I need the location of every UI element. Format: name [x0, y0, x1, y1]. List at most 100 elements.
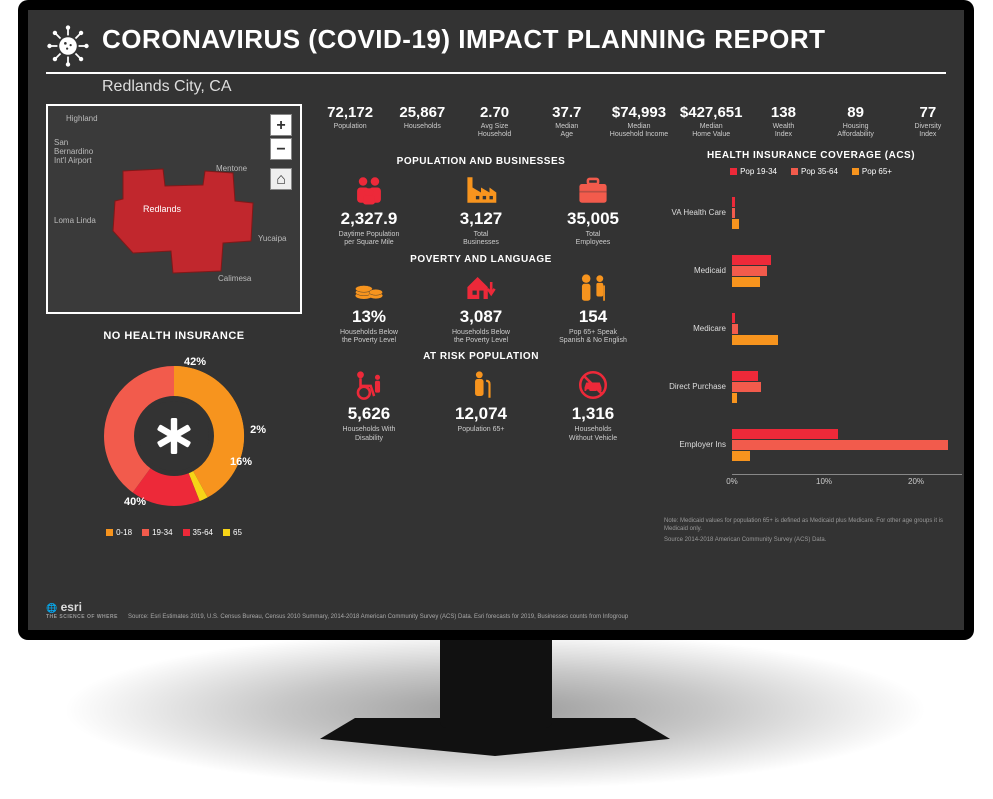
- top-stat-2: 2.70 Avg SizeHousehold: [460, 104, 528, 140]
- source-footnote: Source: Esri Estimates 2019, U.S. Census…: [128, 614, 628, 620]
- donut-chart-title: NO HEALTH INSURANCE: [46, 330, 302, 342]
- bar-chart-note1: Note: Medicaid values for population 65+…: [664, 518, 962, 534]
- bar-group: Medicare: [660, 300, 962, 358]
- donut-legend-1: 19-34: [152, 528, 172, 537]
- donut-pct-1: 40%: [124, 496, 146, 508]
- trio-value: 154: [540, 307, 646, 327]
- briefcase-icon: [540, 173, 646, 207]
- trio-label: Households WithDisability: [316, 426, 422, 443]
- trio-label: Daytime Populationper Square Mile: [316, 231, 422, 248]
- trio-label: TotalBusinesses: [428, 231, 534, 248]
- stat-label: WealthIndex: [749, 123, 817, 140]
- bar-legend-item: Pop 19-34: [730, 167, 777, 176]
- donut-legend: 0-18 19-34 35-64 65: [46, 528, 302, 537]
- donut-legend-0: 0-18: [116, 528, 132, 537]
- trio-value: 3,087: [428, 307, 534, 327]
- bar-chart-legend: Pop 19-34Pop 35-64Pop 65+: [660, 167, 962, 176]
- no-car-icon: [540, 368, 646, 402]
- bar-category-label: Medicare: [660, 324, 732, 333]
- trio-risk-item-0: 5,626 Households WithDisability: [316, 368, 422, 443]
- trio-risk-item-1: 12,074 Population 65+: [428, 368, 534, 443]
- bar-category-label: VA Health Care: [660, 208, 732, 217]
- axis-tick: 0%: [726, 477, 738, 486]
- stat-value: $427,651: [677, 104, 745, 121]
- bar-category-label: Medicaid: [660, 266, 732, 275]
- bar: [732, 255, 771, 265]
- top-stat-7: 89 HousingAffordability: [822, 104, 890, 140]
- stat-value: 2.70: [460, 104, 528, 121]
- esri-logo: 🌐 esri THE SCIENCE OF WHERE: [46, 600, 118, 620]
- axis-tick: 20%: [908, 477, 924, 486]
- trio-popbiz-item-1: 3,127 TotalBusinesses: [428, 173, 534, 248]
- trio-risk-item-2: 1,316 HouseholdsWithout Vehicle: [540, 368, 646, 443]
- trio-label: Households Belowthe Poverty Level: [428, 329, 534, 346]
- top-stat-8: 77 DiversityIndex: [894, 104, 962, 140]
- virus-icon: [46, 24, 90, 68]
- house-down-icon: [428, 271, 534, 305]
- top-stat-6: 138 WealthIndex: [749, 104, 817, 140]
- stat-label: MedianAge: [533, 123, 601, 140]
- donut-chart: 42% 2% 16% 40%: [84, 346, 264, 526]
- bar: [732, 335, 778, 345]
- report-subtitle: Redlands City, CA: [102, 78, 946, 96]
- stat-value: 37.7: [533, 104, 601, 121]
- monitor-stand-neck: [440, 638, 552, 728]
- map-boundary: [103, 161, 263, 291]
- zoom-in-button[interactable]: +: [270, 114, 292, 136]
- map-label-redlands: Redlands: [143, 204, 181, 214]
- trio-value: 12,074: [428, 404, 534, 424]
- section-title-risk: AT RISK POPULATION: [316, 351, 646, 362]
- map-label-calimesa: Calimesa: [218, 274, 251, 283]
- stat-label: Population: [316, 123, 384, 131]
- bar: [732, 313, 735, 323]
- bar: [732, 197, 735, 207]
- bar: [732, 393, 737, 403]
- stat-label: MedianHousehold Income: [605, 123, 673, 140]
- locator-map[interactable]: Highland San Bernardino Int'l Airport Me…: [46, 104, 302, 314]
- esri-tagline: THE SCIENCE OF WHERE: [46, 614, 118, 620]
- star-of-life-icon: [154, 416, 194, 456]
- bar-group: VA Health Care: [660, 184, 962, 242]
- bar: [732, 266, 767, 276]
- trio-value: 2,327.9: [316, 209, 422, 229]
- coins-icon: [316, 271, 422, 305]
- trio-value: 13%: [316, 307, 422, 327]
- map-label-mentone: Mentone: [216, 164, 247, 173]
- map-label-yucaipa: Yucaipa: [258, 234, 286, 243]
- bar-group: Direct Purchase: [660, 358, 962, 416]
- zoom-out-button[interactable]: −: [270, 138, 292, 160]
- bar-group: Employer Ins: [660, 416, 962, 474]
- donut-pct-2: 16%: [230, 456, 252, 468]
- trio-label: Pop 65+ SpeakSpanish & No English: [540, 329, 646, 346]
- people-icon: [316, 173, 422, 207]
- stat-label: MedianHome Value: [677, 123, 745, 140]
- trio-value: 35,005: [540, 209, 646, 229]
- stat-label: HousingAffordability: [822, 123, 890, 140]
- donut-pct-3: 2%: [250, 424, 266, 436]
- bar-category-label: Direct Purchase: [660, 382, 732, 391]
- bar: [732, 371, 758, 381]
- trio-label: Population 65+: [428, 426, 534, 434]
- bar: [732, 208, 735, 218]
- bar: [732, 451, 750, 461]
- donut-legend-3: 65: [233, 528, 242, 537]
- map-label-highland: Highland: [66, 114, 98, 123]
- section-title-popbiz: POPULATION AND BUSINESSES: [316, 156, 646, 167]
- wheelchair-icon: [316, 368, 422, 402]
- bar: [732, 277, 760, 287]
- home-extent-button[interactable]: ⌂: [270, 168, 292, 190]
- top-stat-3: 37.7 MedianAge: [533, 104, 601, 140]
- trio-popbiz-item-2: 35,005 TotalEmployees: [540, 173, 646, 248]
- bar: [732, 324, 738, 334]
- bar-chart-note2: Source 2014-2018 American Community Surv…: [664, 537, 962, 545]
- bar: [732, 429, 838, 439]
- dashboard-screen: CORONAVIRUS (COVID-19) IMPACT PLANNING R…: [28, 10, 964, 630]
- map-label-lomalinda: Loma Linda: [54, 216, 96, 225]
- map-label-airport: San Bernardino Int'l Airport: [54, 138, 104, 165]
- report-title: CORONAVIRUS (COVID-19) IMPACT PLANNING R…: [102, 24, 826, 55]
- bar-chart: VA Health Care Medicaid Medicare Direct …: [660, 184, 962, 514]
- trio-value: 1,316: [540, 404, 646, 424]
- bar: [732, 440, 948, 450]
- trio-label: TotalEmployees: [540, 231, 646, 248]
- trio-label: HouseholdsWithout Vehicle: [540, 426, 646, 443]
